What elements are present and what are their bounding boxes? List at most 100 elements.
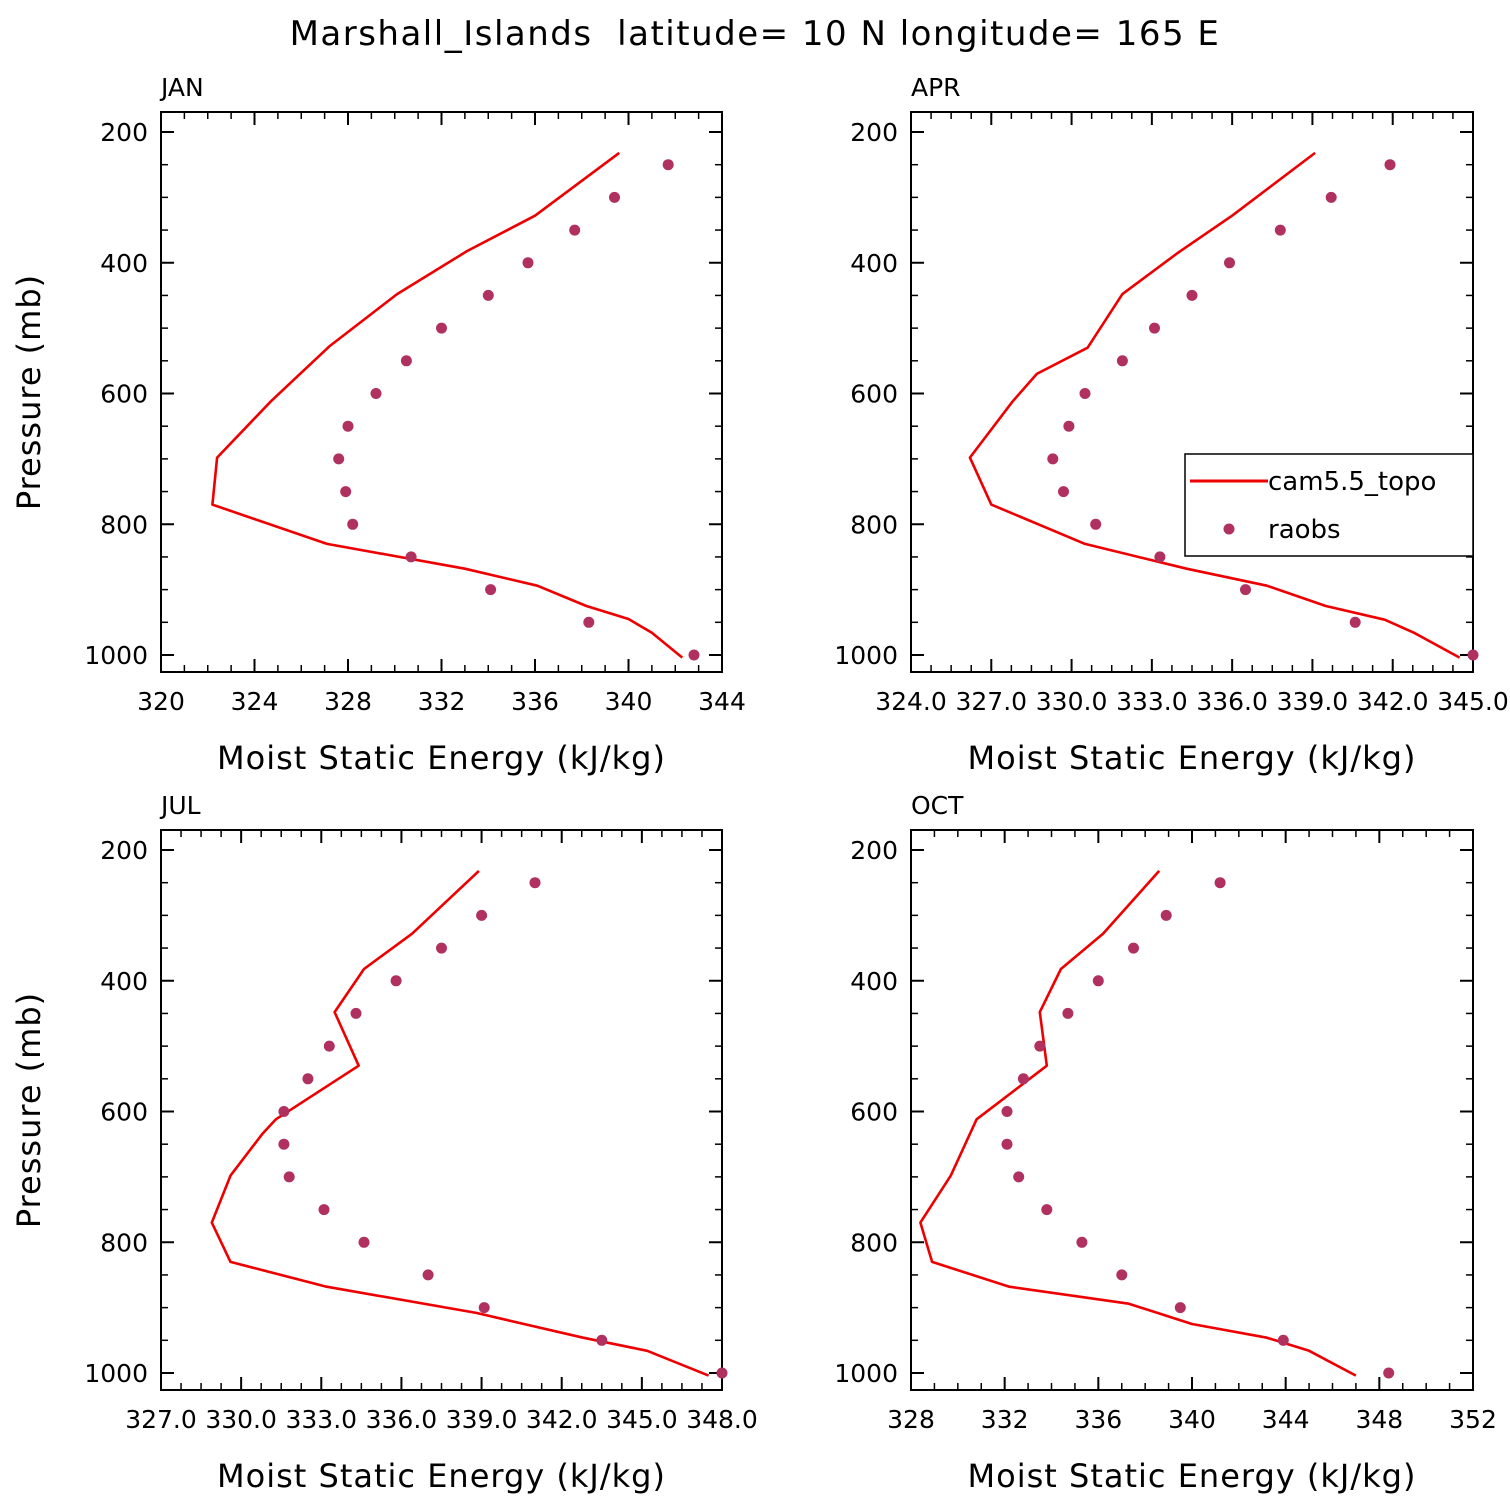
y-tick-label: 1000 [84,1359,148,1388]
x-tick-label: 340 [1168,1405,1216,1434]
x-tick-label: 342.0 [1357,687,1429,716]
legend: cam5.5_topo raobs [1184,453,1474,557]
obs-point [283,1171,295,1183]
obs-point [1240,584,1251,596]
y-tick-label: 200 [850,836,898,865]
obs-point [482,289,494,301]
obs-point [1013,1171,1025,1183]
obs-point [278,1106,290,1117]
x-tick-label: 332 [418,687,466,716]
obs-point [1128,942,1139,954]
x-tick-label: 333.0 [285,1405,357,1434]
obs-point [350,1007,362,1019]
obs-point [1160,909,1172,921]
obs-point [476,909,488,921]
y-tick-label: 1000 [84,641,148,670]
obs-point [1277,1334,1289,1346]
y-axis-label: Pressure (mb) [10,274,48,510]
plot-frame [160,111,723,673]
x-tick-label: 327.0 [955,687,1027,716]
obs-point [400,355,412,367]
obs-point [436,322,447,334]
obs-point [1090,518,1102,530]
obs-point [1116,1269,1128,1281]
obs-point [1154,551,1166,563]
obs-point [1214,877,1226,889]
y-tick-label: 200 [100,118,148,147]
x-axis-label: Moist Static Energy (kJ/kg) [968,739,1417,777]
obs-point [436,942,447,954]
plot-frame [910,829,1474,1391]
x-tick-label: 348.0 [686,1405,758,1434]
series-line-model [211,151,684,659]
y-tick-label: 200 [850,118,898,147]
obs-point [596,1334,608,1346]
obs-point [1174,1302,1186,1314]
obs-point [1063,420,1075,432]
y-tick-label: 800 [850,510,898,539]
obs-point [323,1040,335,1052]
obs-point [422,1269,434,1281]
obs-point [342,420,354,432]
x-tick-label: 324.0 [875,687,947,716]
y-tick-label: 600 [850,1098,898,1127]
y-tick-label: 200 [100,836,148,865]
obs-point [1224,257,1235,269]
obs-point [1383,1367,1395,1379]
y-tick-label: 800 [100,1228,148,1257]
obs-point [1017,1073,1029,1085]
x-tick-label: 333.0 [1116,687,1188,716]
plot-frame [910,111,1474,673]
x-tick-label: 344 [1262,1405,1310,1434]
legend-obs-label: raobs [1268,515,1341,545]
x-tick-label: 320 [137,687,185,716]
obs-point [1325,191,1337,203]
obs-point [1186,289,1198,301]
y-tick-label: 400 [850,967,898,996]
obs-point [1384,159,1396,171]
obs-point [1001,1138,1013,1150]
x-tick-label: 330.0 [1036,687,1108,716]
y-tick-label: 400 [100,967,148,996]
series-line-model [210,869,710,1377]
y-tick-label: 1000 [834,1359,898,1388]
x-tick-label: 324 [231,687,279,716]
x-tick-label: 342.0 [526,1405,598,1434]
x-tick-label: 328 [324,687,372,716]
y-tick-label: 400 [100,249,148,278]
panel-apr: APR 324.0 327.0 330.0 333.0 336.0 339.0 342.0 34… [834,73,1508,777]
y-axis-label: Pressure (mb) [10,992,48,1228]
x-tick-label: 339.0 [1277,687,1349,716]
x-axis-label: Moist Static Energy (kJ/kg) [217,739,666,777]
obs-point [1034,1040,1046,1052]
x-axis-label: Moist Static Energy (kJ/kg) [968,1457,1417,1495]
x-tick-label: 339.0 [446,1405,518,1434]
obs-point [1116,355,1128,367]
panel-label: JUL [159,791,201,820]
obs-point [1092,975,1104,987]
y-tick-label: 800 [100,510,148,539]
obs-point [1079,388,1091,399]
panel-jul: JUL 327.0 330.0 333.0 336.0 339.0 342.0 345.0 34… [10,791,758,1495]
obs-point [1076,1236,1088,1248]
obs-point [609,191,620,203]
obs-point [569,224,581,236]
y-tick-label: 600 [100,1098,148,1127]
x-tick-label: 344 [698,687,746,716]
obs-point [405,551,417,563]
obs-point [390,975,402,987]
obs-point [1274,224,1286,236]
obs-point [358,1236,370,1248]
x-axis-label: Moist Static Energy (kJ/kg) [217,1457,666,1495]
x-tick-label: 327.0 [125,1405,197,1434]
obs-point [370,388,382,399]
x-tick-label: 332 [981,1405,1029,1434]
obs-point [529,877,541,889]
obs-point [583,616,595,628]
x-tick-label: 352 [1449,1405,1497,1434]
obs-point [1058,486,1069,498]
obs-point [688,649,700,661]
y-tick-label: 1000 [834,641,898,670]
obs-point [333,453,345,465]
